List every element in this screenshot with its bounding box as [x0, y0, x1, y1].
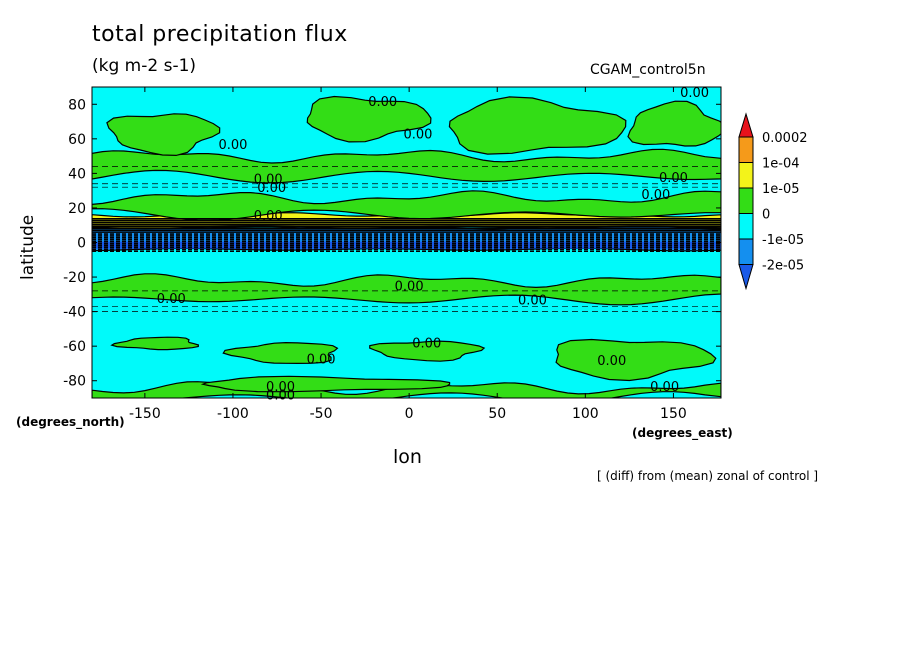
y-tick-label: 20 [68, 201, 86, 217]
y-tick-label: -40 [63, 305, 86, 321]
chart-title: total precipitation flux [92, 22, 348, 47]
colorbar: 0.0002 1e-04 1e-05 0 -1e-05 -2e-05 [738, 112, 808, 291]
y-tick-label: 80 [68, 97, 86, 113]
contour-label: 0.00 [403, 128, 432, 143]
units-label: (kg m-2 s-1) [92, 56, 197, 76]
y-tick-label: -60 [63, 339, 86, 355]
y-axis: -80 -60 -40 -20 0 20 40 60 80 [63, 97, 721, 390]
colorbar-label: -2e-05 [762, 259, 804, 274]
colorbar-label: 0.0002 [762, 131, 808, 146]
contour-field [92, 87, 721, 398]
contour-label: 0.00 [395, 280, 424, 295]
x-axis-units: (degrees_east) [632, 426, 733, 440]
colorbar-segment [738, 162, 754, 189]
zonal-band [92, 148, 721, 184]
contour-label: 0.00 [597, 354, 626, 369]
colorbar-label: 1e-04 [762, 157, 800, 172]
x-tick-label: 150 [660, 406, 687, 422]
green-patch [448, 96, 627, 155]
green-patch [306, 95, 432, 143]
contour-label: 0.00 [266, 380, 295, 395]
colorbar-segment [738, 238, 754, 265]
x-tick-label: -100 [217, 406, 249, 422]
x-tick-label: 50 [488, 406, 506, 422]
contour-label: 0.00 [254, 173, 283, 188]
colorbar-arrow-top [738, 112, 754, 138]
green-patch [110, 336, 200, 351]
green-patch [627, 100, 721, 147]
y-tick-label: -80 [63, 374, 86, 390]
y-tick-label: 0 [77, 236, 86, 252]
dataset-label: CGAM_control5n [590, 62, 706, 78]
annotation-note: [ (diff) from (mean) zonal of control ] [597, 469, 819, 483]
zonal-band [92, 273, 721, 306]
colorbar-segment [738, 187, 754, 214]
colorbar-arrow-bottom [738, 264, 754, 291]
x-axis: -150 -100 -50 0 50 100 150 [129, 87, 687, 422]
contour-label: 0.00 [157, 292, 186, 307]
contour-label: 0.00 [254, 209, 283, 224]
contour-label: 0.00 [266, 389, 295, 404]
colorbar-segment [738, 213, 754, 240]
contour-label: 0.00 [307, 352, 336, 367]
y-tick-label: 40 [68, 166, 86, 182]
contour-label: 0.00 [412, 337, 441, 352]
x-tick-label: -50 [310, 406, 333, 422]
contour-label: 0.00 [368, 95, 397, 110]
contour-label: 0.00 [518, 294, 547, 309]
contour-label: 0.00 [257, 181, 286, 196]
y-axis-units: (degrees_north) [16, 415, 125, 429]
contour-label: 0.00 [680, 86, 709, 101]
x-tick-label: 0 [405, 406, 414, 422]
colorbar-segment [738, 136, 754, 163]
colorbar-label: 0 [762, 208, 770, 223]
colorbar-label: -1e-05 [762, 233, 804, 248]
zonal-band [92, 190, 721, 222]
x-axis-label: lon [393, 446, 422, 468]
contour-label: 0.00 [641, 188, 670, 203]
green-patch [369, 340, 486, 362]
y-tick-label: 60 [68, 132, 86, 148]
contour-label: 0.00 [650, 380, 679, 395]
contour-label: 0.00 [659, 171, 688, 186]
green-patch [222, 341, 339, 365]
contour-labels: 0.000.000.000.000.000.000.000.000.000.00… [157, 86, 709, 403]
contour-label: 0.00 [218, 138, 247, 153]
green-patch [106, 113, 221, 157]
colorbar-label: 1e-05 [762, 182, 800, 197]
green-patch [200, 375, 451, 393]
x-tick-label: -150 [129, 406, 161, 422]
green-patch [555, 338, 717, 382]
y-tick-label: -20 [63, 270, 86, 286]
x-tick-label: 100 [572, 406, 599, 422]
